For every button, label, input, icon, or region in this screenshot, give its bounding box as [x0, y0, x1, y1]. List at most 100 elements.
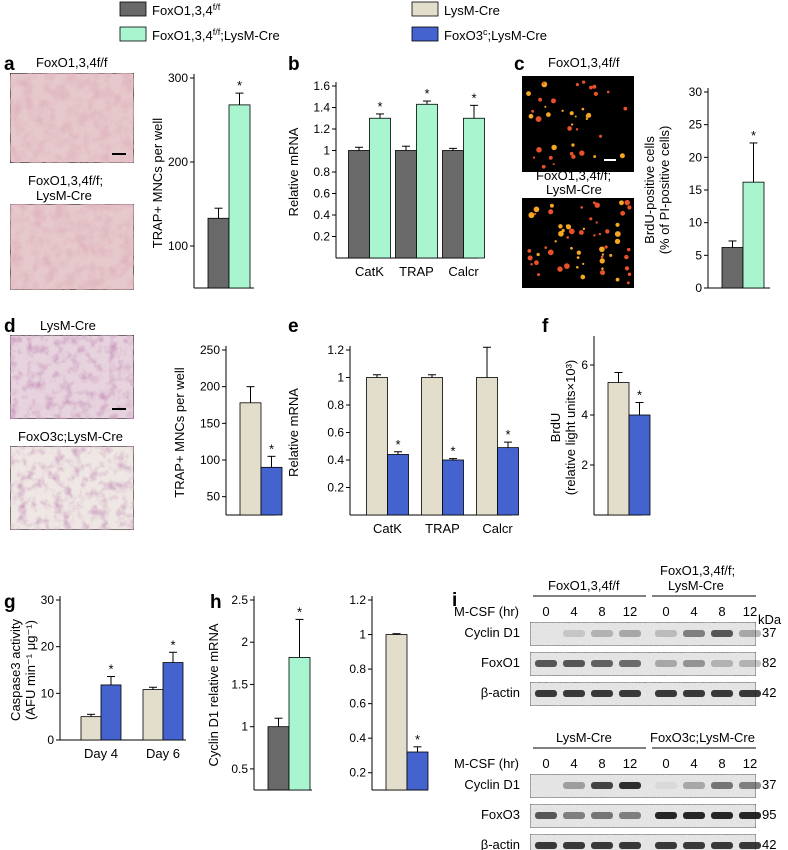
cell-dot	[582, 227, 586, 231]
y-tick-label: 30	[689, 85, 703, 99]
cell-dot	[565, 224, 569, 228]
y-axis-label: TRAP+ MNCs per well	[172, 367, 187, 497]
y-tick-label: 2	[241, 635, 248, 649]
y-tick-label: 0.8	[313, 165, 330, 179]
y-tick-label: 0.2	[313, 230, 330, 244]
cell-dot	[581, 107, 585, 111]
blot-band	[591, 660, 613, 667]
cell-dot	[552, 163, 555, 166]
bar	[442, 459, 464, 516]
blot-group-label: LysM-Cre	[668, 578, 724, 593]
bar	[385, 634, 408, 791]
cell-dot	[567, 126, 572, 131]
bar	[288, 657, 311, 791]
panel-label-e: e	[288, 316, 299, 337]
timepoints: 0 4 8 12 0 4 8 12	[542, 756, 757, 771]
cell-dot	[615, 222, 620, 227]
cell-dot	[554, 240, 557, 243]
blot-row-label: Cyclin D1	[464, 777, 520, 792]
micrograph-caption: FoxO1,3,4f/f;	[28, 173, 103, 188]
blot-band	[739, 690, 761, 697]
y-tick-label: 0.6	[349, 697, 366, 711]
blot-band	[711, 690, 733, 697]
y-tick-label: 1	[337, 371, 344, 385]
panel-label-d: d	[4, 316, 16, 337]
cell-dot	[574, 115, 577, 118]
cell-dot	[594, 202, 600, 208]
x-tick-label: CatK	[373, 521, 402, 536]
cell-dot	[536, 147, 542, 153]
y-axis-label: (relative light units×10³)	[563, 360, 578, 495]
legend-label: FoxO1,3,4f/f	[152, 2, 221, 18]
y-tick-label: 100	[200, 453, 220, 467]
blot-band	[591, 842, 613, 849]
kda-value: 42	[762, 837, 776, 850]
bar	[80, 716, 102, 741]
blot-row-label: FoxO1	[481, 655, 520, 670]
cell-dot	[598, 232, 602, 236]
cell-dot	[624, 266, 630, 271]
cell-dot	[604, 245, 608, 249]
blot-band	[619, 690, 641, 697]
cell-dot	[548, 155, 553, 160]
blot-row-label: β-actin	[481, 837, 520, 850]
cell-dot	[606, 90, 610, 94]
y-tick-label: 250	[200, 343, 220, 357]
blot-band	[563, 630, 585, 637]
cell-dot	[619, 153, 625, 159]
y-tick-label: 0.8	[327, 398, 344, 412]
blot-band	[739, 660, 761, 667]
bar	[442, 150, 464, 259]
cell-dot	[601, 253, 605, 256]
cell-dot	[534, 212, 537, 216]
y-axis-label: (AFU min⁻¹ μg⁻¹)	[23, 620, 38, 720]
cell-dot	[550, 98, 556, 104]
blot-band	[655, 660, 677, 667]
micrograph-image	[522, 76, 634, 172]
micrograph-image	[9, 445, 135, 531]
cell-dot	[569, 151, 574, 156]
cell-dot	[582, 80, 586, 84]
blot-band	[655, 630, 677, 637]
legend-item-foxo-cre: FoxO1,3,4f/f;LysM-Cre	[119, 26, 280, 43]
cell-dot	[599, 246, 605, 253]
blot-band	[683, 690, 705, 697]
significance-star: *	[108, 662, 113, 677]
legend-swatch	[119, 1, 147, 17]
y-tick-label: 1	[323, 144, 330, 158]
timepoint-label: 0	[662, 756, 669, 771]
blot-group-label: FoxO1,3,4f/f;	[660, 563, 735, 578]
y-tick-label: 30	[41, 593, 55, 607]
y-tick-label: 50	[207, 490, 221, 504]
micrograph-caption: FoxO3c;LysM-Cre	[18, 429, 123, 444]
timepoint-label: 12	[743, 756, 757, 771]
y-axis-label: (% of PI-positive cells)	[657, 126, 672, 255]
blot-band	[683, 842, 705, 849]
bar	[207, 217, 230, 289]
y-axis-label: BrdU	[548, 413, 563, 443]
cell-dot	[586, 112, 592, 118]
mcsf-label: M-CSF (hr)	[454, 604, 519, 619]
significance-star: *	[471, 90, 476, 105]
blot-band	[711, 842, 733, 849]
blot-band	[535, 660, 557, 667]
micrograph-caption: LysM-Cre	[40, 318, 96, 333]
y-tick-label: 0.8	[349, 662, 366, 676]
x-tick-label: TRAP	[399, 264, 434, 279]
panel-label-c: c	[514, 54, 525, 75]
cell-dot	[589, 85, 593, 90]
bar	[421, 377, 443, 516]
y-tick-label: 6	[581, 358, 588, 372]
cell-dot	[530, 262, 533, 266]
cell-dot	[580, 206, 584, 209]
cell-dot	[614, 238, 621, 245]
mcsf-label: M-CSF (hr)	[454, 756, 519, 771]
y-tick-label: 0.5	[231, 762, 248, 776]
y-tick-label: 200	[168, 155, 188, 169]
y-tick-label: 2	[581, 458, 588, 472]
chart-c: 0 5 10 15 20 25 30 BrdU-positive cells (% of PI-…	[642, 85, 770, 295]
cell-dot	[593, 234, 596, 237]
timepoint-label: 4	[690, 756, 697, 771]
micrograph-caption: FoxO1,3,4f/f	[36, 55, 108, 70]
timepoint-label: 4	[690, 604, 697, 619]
